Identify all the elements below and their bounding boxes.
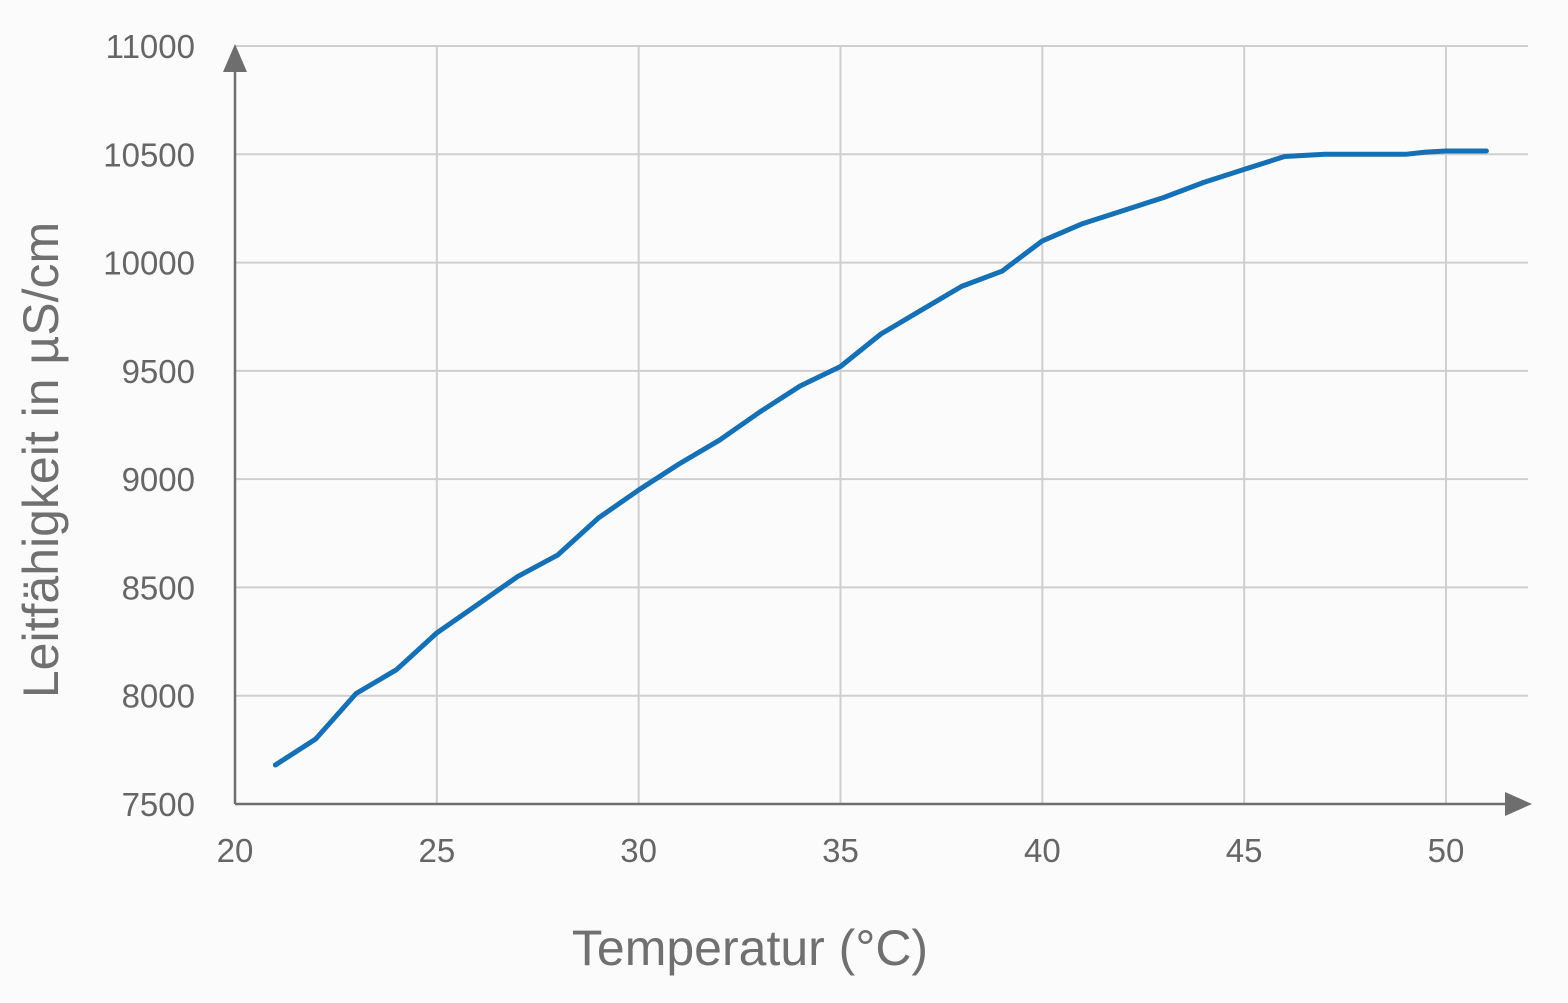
x-tick-label: 50 <box>1428 832 1465 869</box>
x-tick-label: 35 <box>822 832 859 869</box>
y-tick-label: 9500 <box>122 353 195 390</box>
y-tick-label: 8000 <box>122 678 195 715</box>
x-tick-labels: 20 25 30 35 40 45 50 <box>217 832 1465 869</box>
x-tick-label: 20 <box>217 832 254 869</box>
x-tick-label: 30 <box>620 832 657 869</box>
y-tick-label: 11000 <box>106 28 195 65</box>
x-tick-label: 40 <box>1024 832 1061 869</box>
y-tick-label: 8500 <box>122 569 195 606</box>
axes <box>223 44 1532 816</box>
y-tick-label: 10500 <box>103 136 195 173</box>
y-tick-label: 10000 <box>103 245 195 282</box>
x-axis-title: Temperatur (°C) <box>572 920 928 976</box>
x-tick-label: 25 <box>418 832 455 869</box>
x-axis-arrowhead <box>1505 792 1532 816</box>
x-tick-label: 45 <box>1226 832 1263 869</box>
series-line <box>272 148 1489 768</box>
y-tick-label: 9000 <box>122 461 195 498</box>
gridlines <box>235 45 1528 804</box>
y-tick-label: 7500 <box>122 786 195 823</box>
y-axis-title: Leitfähigkeit in µS/cm <box>13 222 69 698</box>
y-tick-labels: 7500 8000 8500 9000 9500 10000 10500 11000 <box>103 28 195 823</box>
y-axis-arrowhead <box>223 44 247 72</box>
series <box>272 148 1489 768</box>
